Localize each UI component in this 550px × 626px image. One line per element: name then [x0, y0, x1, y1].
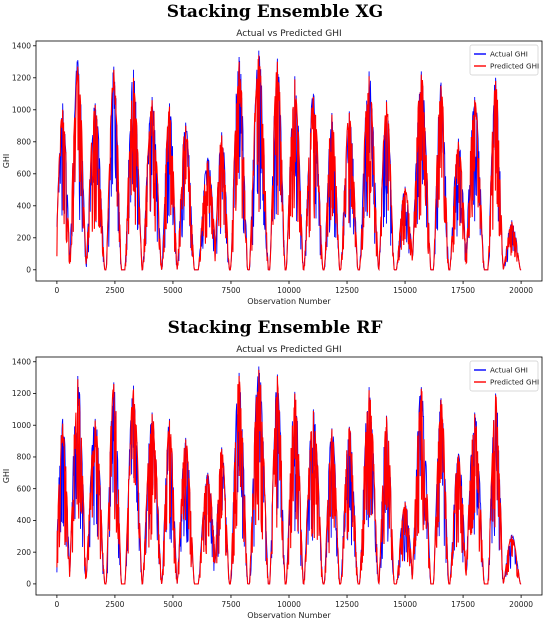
- x-tick-label: 20000: [509, 600, 533, 609]
- series-line-predicted-ghi: [56, 369, 522, 585]
- x-tick-label: 17500: [451, 286, 475, 295]
- y-tick-label: 200: [17, 233, 32, 242]
- y-tick-label: 800: [17, 453, 32, 462]
- legend-label: Actual GHI: [490, 366, 528, 375]
- x-tick-label: 20000: [509, 286, 533, 295]
- x-tick-label: 5000: [163, 600, 182, 609]
- series-line-predicted-ghi: [56, 55, 522, 272]
- legend-label: Predicted GHI: [490, 378, 539, 387]
- legend-label: Predicted GHI: [490, 62, 539, 71]
- y-tick-label: 1200: [12, 73, 31, 82]
- y-tick-label: 400: [17, 516, 32, 525]
- chart-heading: Stacking Ensemble RF: [167, 318, 383, 338]
- x-tick-label: 17500: [451, 600, 475, 609]
- x-tick-label: 15000: [393, 600, 417, 609]
- y-tick-label: 0: [26, 265, 31, 274]
- x-tick-label: 12500: [335, 600, 359, 609]
- legend-box: [469, 360, 539, 392]
- x-axis-label: Observation Number: [247, 611, 331, 620]
- x-tick-label: 12500: [335, 286, 359, 295]
- chart-panel-xg: Stacking Ensemble XG Actual vs Predicted…: [0, 0, 550, 312]
- x-tick-label: 7500: [221, 600, 240, 609]
- chart-panel-rf: Stacking Ensemble RF Actual vs Predicted…: [0, 316, 550, 624]
- legend-box: [469, 44, 539, 76]
- y-tick-label: 600: [17, 169, 32, 178]
- x-tick-label: 10000: [277, 600, 301, 609]
- x-tick-label: 2500: [105, 600, 124, 609]
- line-chart: Actual vs Predicted GHI 0 2500 5000 7500 1000…: [2, 29, 543, 306]
- y-tick-label: 1200: [12, 389, 31, 398]
- y-axis-label: GHI: [2, 154, 11, 169]
- y-tick-label: 1400: [12, 41, 31, 50]
- chart-title: Actual vs Predicted GHI: [236, 345, 341, 355]
- y-tick-label: 1400: [12, 357, 31, 366]
- x-tick-label: 10000: [277, 286, 301, 295]
- x-tick-label: 7500: [221, 286, 240, 295]
- x-tick-label: 0: [54, 286, 59, 295]
- y-tick-label: 800: [17, 137, 32, 146]
- y-tick-label: 400: [17, 201, 32, 210]
- chart-title: Actual vs Predicted GHI: [236, 29, 341, 39]
- legend-label: Actual GHI: [490, 50, 528, 59]
- y-tick-label: 0: [26, 579, 31, 588]
- x-tick-label: 5000: [163, 286, 182, 295]
- x-tick-label: 15000: [393, 286, 417, 295]
- line-chart: Actual vs Predicted GHI 0 2500 5000 7500 1000…: [2, 345, 543, 620]
- y-axis-label: GHI: [2, 469, 11, 484]
- x-axis-label: Observation Number: [247, 297, 331, 306]
- x-tick-label: 0: [54, 600, 59, 609]
- y-tick-label: 1000: [12, 421, 31, 430]
- y-tick-label: 600: [17, 484, 32, 493]
- x-tick-label: 2500: [105, 286, 124, 295]
- y-tick-label: 1000: [12, 105, 31, 114]
- chart-heading: Stacking Ensemble XG: [166, 2, 384, 22]
- y-tick-label: 200: [17, 548, 32, 557]
